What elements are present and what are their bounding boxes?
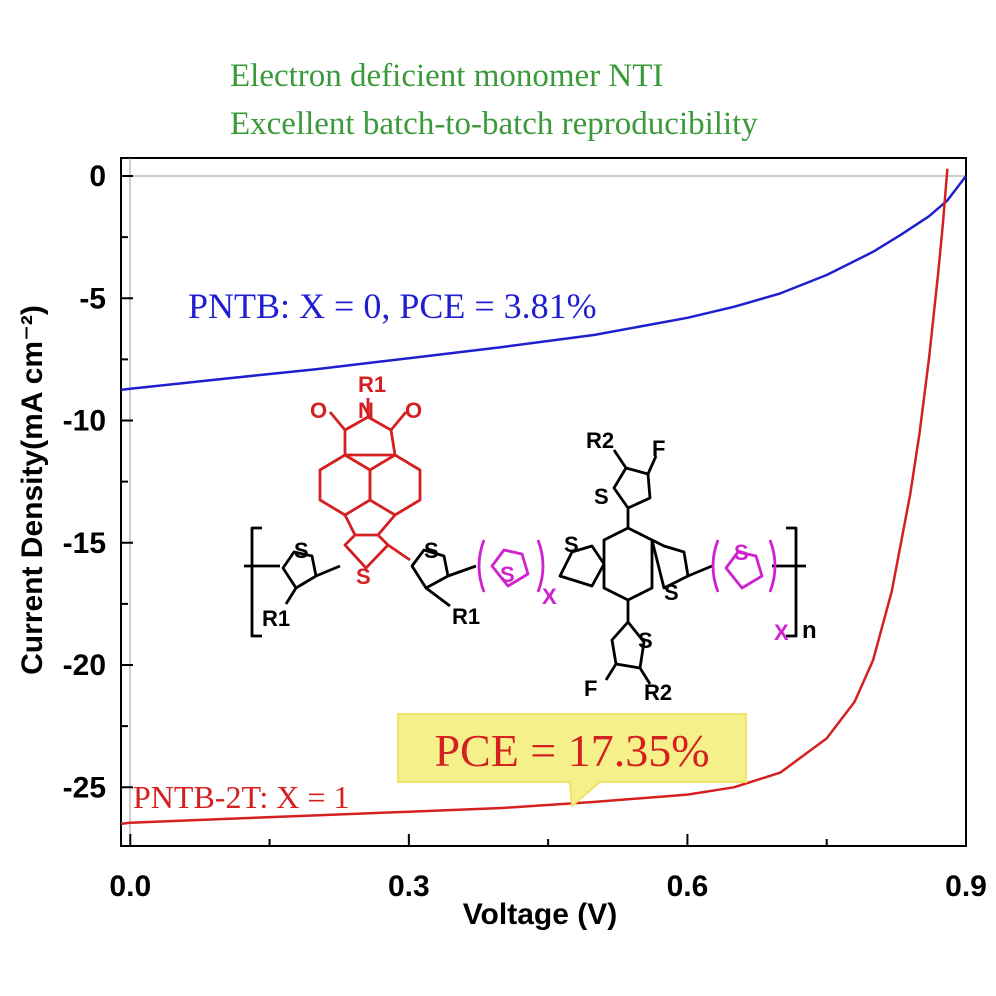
x-label-spacer-2: X xyxy=(774,620,789,645)
fluorothiophene-bottom xyxy=(604,620,652,685)
s-label-top: S xyxy=(594,484,609,509)
n-label-nti: N xyxy=(358,398,374,423)
x-tick-label: 0.3 xyxy=(388,870,430,903)
f-label-bottom: F xyxy=(584,676,597,701)
r1-label-left: R1 xyxy=(262,606,290,631)
thiophene-middle xyxy=(410,548,477,608)
f-label-top: F xyxy=(652,436,665,461)
x-axis-label: Voltage (V) xyxy=(463,898,617,931)
s-label-thiophene-left: S xyxy=(294,538,309,563)
s-label-bdt-left: S xyxy=(564,532,579,557)
left-bracket xyxy=(244,526,280,638)
repeat-index-n: n xyxy=(802,617,817,644)
r1-label-nti: R1 xyxy=(358,372,386,397)
x-label-spacer-1: X xyxy=(542,584,557,609)
fluorothiophene-top xyxy=(612,449,658,510)
plot-frame xyxy=(120,157,967,847)
spacer-thiophene-2 xyxy=(711,539,777,593)
x-tick-label: 0.6 xyxy=(667,870,709,903)
y-tick-label: -5 xyxy=(79,282,106,315)
s-label-nti: S xyxy=(356,564,371,589)
axis-ticks: 0.0 0.3 0.6 0.9 0 -5 -10 -15 -20 -25 xyxy=(63,160,987,903)
polymer-structure: n S R1 R1 N O O S xyxy=(244,372,817,705)
headline-line2: Excellent batch-to-batch reproducibility xyxy=(230,106,758,142)
series-line-pntb xyxy=(120,175,967,392)
thiophene-left xyxy=(281,550,341,605)
series-label-pntb-2t: PNTB-2T: X = 1 xyxy=(133,779,349,815)
y-tick-label: 0 xyxy=(89,160,106,193)
right-bracket xyxy=(772,526,806,638)
s-label-spacer-2: S xyxy=(734,540,749,565)
r2-label-bottom: R2 xyxy=(644,680,672,705)
series-lines xyxy=(120,168,967,826)
spacer-thiophene-1 xyxy=(477,539,545,593)
o-label-right: O xyxy=(405,398,422,423)
series-line-pntb-2t xyxy=(120,168,949,826)
y-tick-label: -10 xyxy=(63,405,106,438)
pce-callout-text: PCE = 17.35% xyxy=(434,725,709,776)
bdt-core xyxy=(558,508,713,622)
s-label-bdt-right: S xyxy=(664,580,679,605)
nti-acceptor xyxy=(318,398,422,570)
r1-label-middle: R1 xyxy=(452,604,480,629)
y-axis-label: Current Density(mA cm⁻²) xyxy=(16,305,49,675)
r2-label-top: R2 xyxy=(586,428,614,453)
headline-line1: Electron deficient monomer NTI xyxy=(230,58,663,94)
s-label-bottom: S xyxy=(638,628,653,653)
y-tick-label: -15 xyxy=(63,527,106,560)
pce-callout-box xyxy=(397,713,747,809)
o-label-left: O xyxy=(310,398,327,423)
s-label-spacer-1: S xyxy=(500,562,515,587)
x-tick-label: 0.0 xyxy=(109,870,151,903)
x-tick-label: 0.9 xyxy=(945,870,987,903)
s-label-thiophene-middle: S xyxy=(424,538,439,563)
y-tick-label: -20 xyxy=(63,649,106,682)
pce-callout: PCE = 17.35% xyxy=(397,713,747,809)
y-tick-label: -25 xyxy=(63,771,106,804)
series-label-pntb: PNTB: X = 0, PCE = 3.81% xyxy=(188,286,597,326)
